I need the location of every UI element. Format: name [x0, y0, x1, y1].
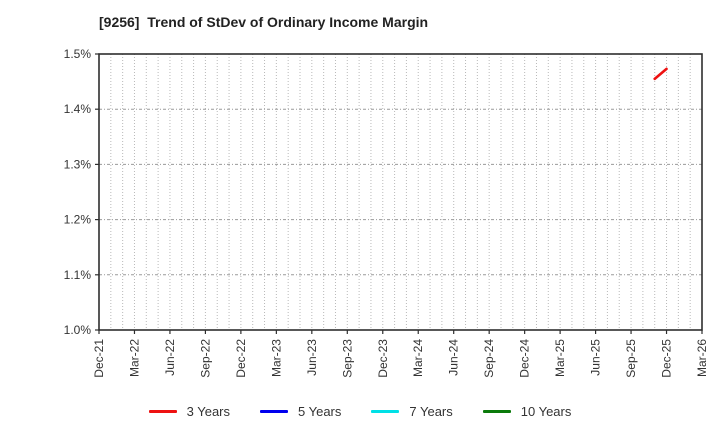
x-tick-label: Mar-25	[553, 339, 567, 377]
y-tick-label: 1.3%	[64, 157, 92, 171]
x-tick-label: Jun-23	[305, 339, 319, 376]
plot-frame	[98, 53, 703, 331]
y-tick-label: 1.2%	[64, 213, 92, 227]
x-tick-label: Mar-24	[411, 339, 425, 377]
x-tick-label: Dec-21	[92, 339, 106, 378]
x-tick-label: Sep-23	[340, 339, 354, 378]
x-tick-label: Jun-24	[447, 339, 461, 376]
y-tick-label: 1.4%	[64, 102, 92, 116]
x-tick-label: Dec-25	[660, 339, 674, 378]
x-tick-label: Sep-24	[482, 339, 496, 378]
chart-title: [9256] Trend of StDev of Ordinary Income…	[99, 14, 429, 30]
legend-item-7-years: 7 Years	[371, 404, 453, 419]
legend-label: 5 Years	[298, 404, 342, 419]
y-tick-label: 1.5%	[64, 47, 92, 61]
x-tick-label: Mar-22	[127, 339, 141, 377]
x-tick-label: Sep-22	[198, 339, 212, 378]
legend-label: 10 Years	[520, 404, 572, 419]
y-tick-label: 1.0%	[64, 323, 92, 337]
legend-item-5-years: 5 Years	[260, 404, 341, 419]
x-tick-label: Dec-24	[518, 339, 532, 378]
legend-line-swatch	[260, 410, 288, 413]
x-tick-label: Sep-25	[624, 339, 638, 378]
legend-line-swatch	[482, 410, 511, 413]
legend-item-3-years: 3 Years	[148, 404, 230, 419]
legend: 3 Years 5 Years 7 Years 10 Years	[0, 404, 720, 419]
x-tick-label: Mar-23	[269, 339, 283, 377]
x-tick-label: Dec-23	[376, 339, 390, 378]
legend-line-swatch	[148, 410, 177, 413]
legend-item-10-years: 10 Years	[482, 404, 572, 419]
series-line-3-years	[653, 67, 668, 81]
legend-label: 3 Years	[186, 404, 230, 419]
x-tick-label: Dec-22	[234, 339, 248, 378]
y-tick-label: 1.1%	[64, 268, 92, 282]
x-tick-label: Mar-26	[695, 339, 709, 377]
legend-label: 7 Years	[409, 404, 453, 419]
legend-line-swatch	[371, 410, 400, 413]
x-tick-label: Jun-22	[163, 339, 177, 376]
x-tick-label: Jun-25	[589, 339, 603, 376]
